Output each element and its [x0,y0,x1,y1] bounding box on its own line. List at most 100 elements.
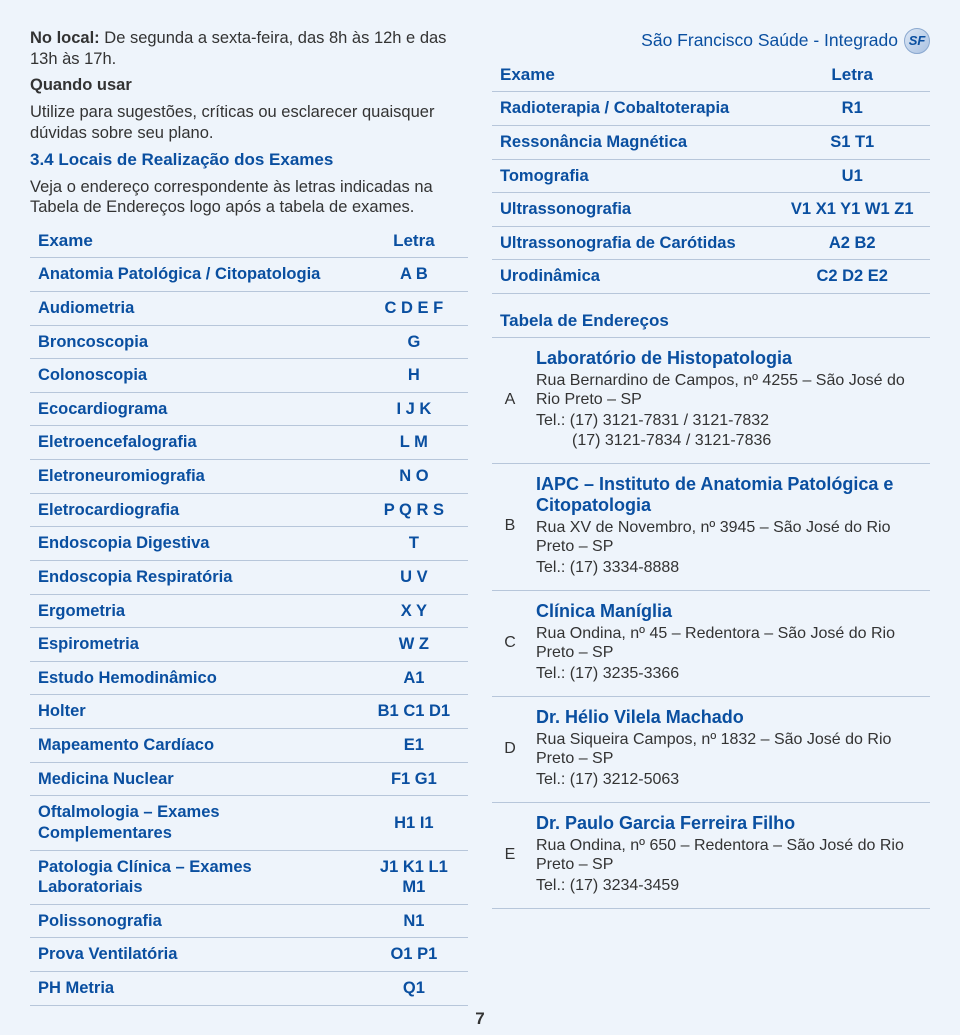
letra-cell: F1 G1 [360,762,468,796]
table-row: Medicina NuclearF1 G1 [30,762,468,796]
exam-cell: Ultrassonografia de Carótidas [492,226,774,260]
exam-cell: Polissonografia [30,904,360,938]
table-row: EspirometriaW Z [30,628,468,662]
exam-cell: Ultrassonografia [492,193,774,227]
exam-cell: Eletroencefalografia [30,426,360,460]
brand-header: São Francisco Saúde - Integrado SF [492,28,930,54]
quando-title: Quando usar [30,75,468,96]
exam-cell: Radioterapia / Cobaltoterapia [492,92,774,126]
exam-table-right: Exame Letra Radioterapia / Cobaltoterapi… [492,58,930,294]
letra-cell: O1 P1 [360,938,468,972]
table-row: Endoscopia RespiratóriaU V [30,560,468,594]
table-row: AudiometriaC D E F [30,291,468,325]
letra-cell: V1 X1 Y1 W1 Z1 [774,193,930,227]
exam-cell: Oftalmologia – Exames Complementares [30,796,360,850]
exam-cell: Tomografia [492,159,774,193]
table-row: ErgometriaX Y [30,594,468,628]
exam-cell: Ergometria [30,594,360,628]
exam-cell: Urodinâmica [492,260,774,294]
addr-name: Dr. Paulo Garcia Ferreira Filho [536,813,922,834]
addr-tel: Tel.: (17) 3212-5063 [536,770,922,790]
exam-cell: Prova Ventilatória [30,938,360,972]
addr-content: Dr. Hélio Vilela MachadoRua Siqueira Cam… [528,697,930,803]
addr-letter: D [492,697,528,803]
letra-cell: A B [360,258,468,292]
table-row: Prova VentilatóriaO1 P1 [30,938,468,972]
table-row: Radioterapia / CobaltoterapiaR1 [492,92,930,126]
table-row: ColonoscopiaH [30,359,468,393]
addr-table: ALaboratório de HistopatologiaRua Bernar… [492,338,930,909]
exam-cell: Anatomia Patológica / Citopatologia [30,258,360,292]
letra-col-header: Letra [774,58,930,92]
exam-cell: Endoscopia Digestiva [30,527,360,561]
sec34-text: Veja o endereço correspondente às letras… [30,177,468,218]
addr-line: Rua Siqueira Campos, nº 1832 – São José … [536,730,922,768]
addr-tel2: (17) 3121-7834 / 3121-7836 [536,431,922,451]
letra-cell: I J K [360,392,468,426]
table-row: Oftalmologia – Exames ComplementaresH1 I… [30,796,468,850]
quando-text: Utilize para sugestões, críticas ou escl… [30,102,468,143]
exam-cell: Ecocardiograma [30,392,360,426]
addr-row: ALaboratório de HistopatologiaRua Bernar… [492,338,930,464]
brand-text: São Francisco Saúde - Integrado [641,30,898,52]
table-row: Anatomia Patológica / CitopatologiaA B [30,258,468,292]
letra-cell: S1 T1 [774,125,930,159]
letra-cell: C2 D2 E2 [774,260,930,294]
letra-cell: J1 K1 L1 M1 [360,850,468,904]
page-container: No local: De segunda a sexta-feira, das … [0,0,960,1026]
addr-content: Dr. Paulo Garcia Ferreira FilhoRua Ondin… [528,803,930,909]
letra-cell: C D E F [360,291,468,325]
exam-cell: Holter [30,695,360,729]
left-column: No local: De segunda a sexta-feira, das … [30,28,468,1006]
table-row: EcocardiogramaI J K [30,392,468,426]
addr-letter: A [492,338,528,464]
addr-row: BIAPC – Instituto de Anatomia Patológica… [492,464,930,591]
addr-content: IAPC – Instituto de Anatomia Patológica … [528,464,930,591]
exam-cell: Colonoscopia [30,359,360,393]
table-row: PolissonografiaN1 [30,904,468,938]
addr-name: Dr. Hélio Vilela Machado [536,707,922,728]
intro-block: No local: De segunda a sexta-feira, das … [30,28,468,218]
addr-content: Laboratório de HistopatologiaRua Bernard… [528,338,930,464]
table-row: UrodinâmicaC2 D2 E2 [492,260,930,294]
table-row: EletroneuromiografiaN O [30,460,468,494]
schedule-text: No local: De segunda a sexta-feira, das … [30,28,468,69]
addr-letter: C [492,591,528,697]
letra-cell: R1 [774,92,930,126]
exam-col-header: Exame [492,58,774,92]
letra-cell: N1 [360,904,468,938]
addr-tel: Tel.: (17) 3121-7831 / 3121-7832 [536,411,922,431]
addr-line: Rua XV de Novembro, nº 3945 – São José d… [536,518,922,556]
addr-line: Rua Ondina, nº 650 – Redentora – São Jos… [536,836,922,874]
letra-cell: L M [360,426,468,460]
addr-tel: Tel.: (17) 3235-3366 [536,664,922,684]
addr-letter: E [492,803,528,909]
addr-row: DDr. Hélio Vilela MachadoRua Siqueira Ca… [492,697,930,803]
addr-name: IAPC – Instituto de Anatomia Patológica … [536,474,922,515]
exam-col-header: Exame [30,224,360,258]
exam-cell: PH Metria [30,972,360,1006]
addr-row: EDr. Paulo Garcia Ferreira FilhoRua Ondi… [492,803,930,909]
table-row: Patologia Clínica – Exames Laboratoriais… [30,850,468,904]
letra-cell: H [360,359,468,393]
exam-cell: Eletroneuromiografia [30,460,360,494]
addr-tel: Tel.: (17) 3234-3459 [536,876,922,896]
exam-cell: Audiometria [30,291,360,325]
exam-cell: Medicina Nuclear [30,762,360,796]
table-row: BroncoscopiaG [30,325,468,359]
addr-line: Rua Bernardino de Campos, nº 4255 – São … [536,371,922,409]
letra-cell: U V [360,560,468,594]
letra-cell: T [360,527,468,561]
addr-content: Clínica ManígliaRua Ondina, nº 45 – Rede… [528,591,930,697]
table-row: Estudo HemodinâmicoA1 [30,661,468,695]
table-row: TomografiaU1 [492,159,930,193]
schedule-label: No local: [30,29,100,47]
letra-col-header: Letra [360,224,468,258]
table-row: Ultrassonografia de CarótidasA2 B2 [492,226,930,260]
exam-cell: Endoscopia Respiratória [30,560,360,594]
sec34-title: 3.4 Locais de Realização dos Exames [30,150,333,169]
letra-cell: B1 C1 D1 [360,695,468,729]
exam-cell: Eletrocardiografia [30,493,360,527]
page-number: 7 [475,1008,484,1029]
letra-cell: A2 B2 [774,226,930,260]
